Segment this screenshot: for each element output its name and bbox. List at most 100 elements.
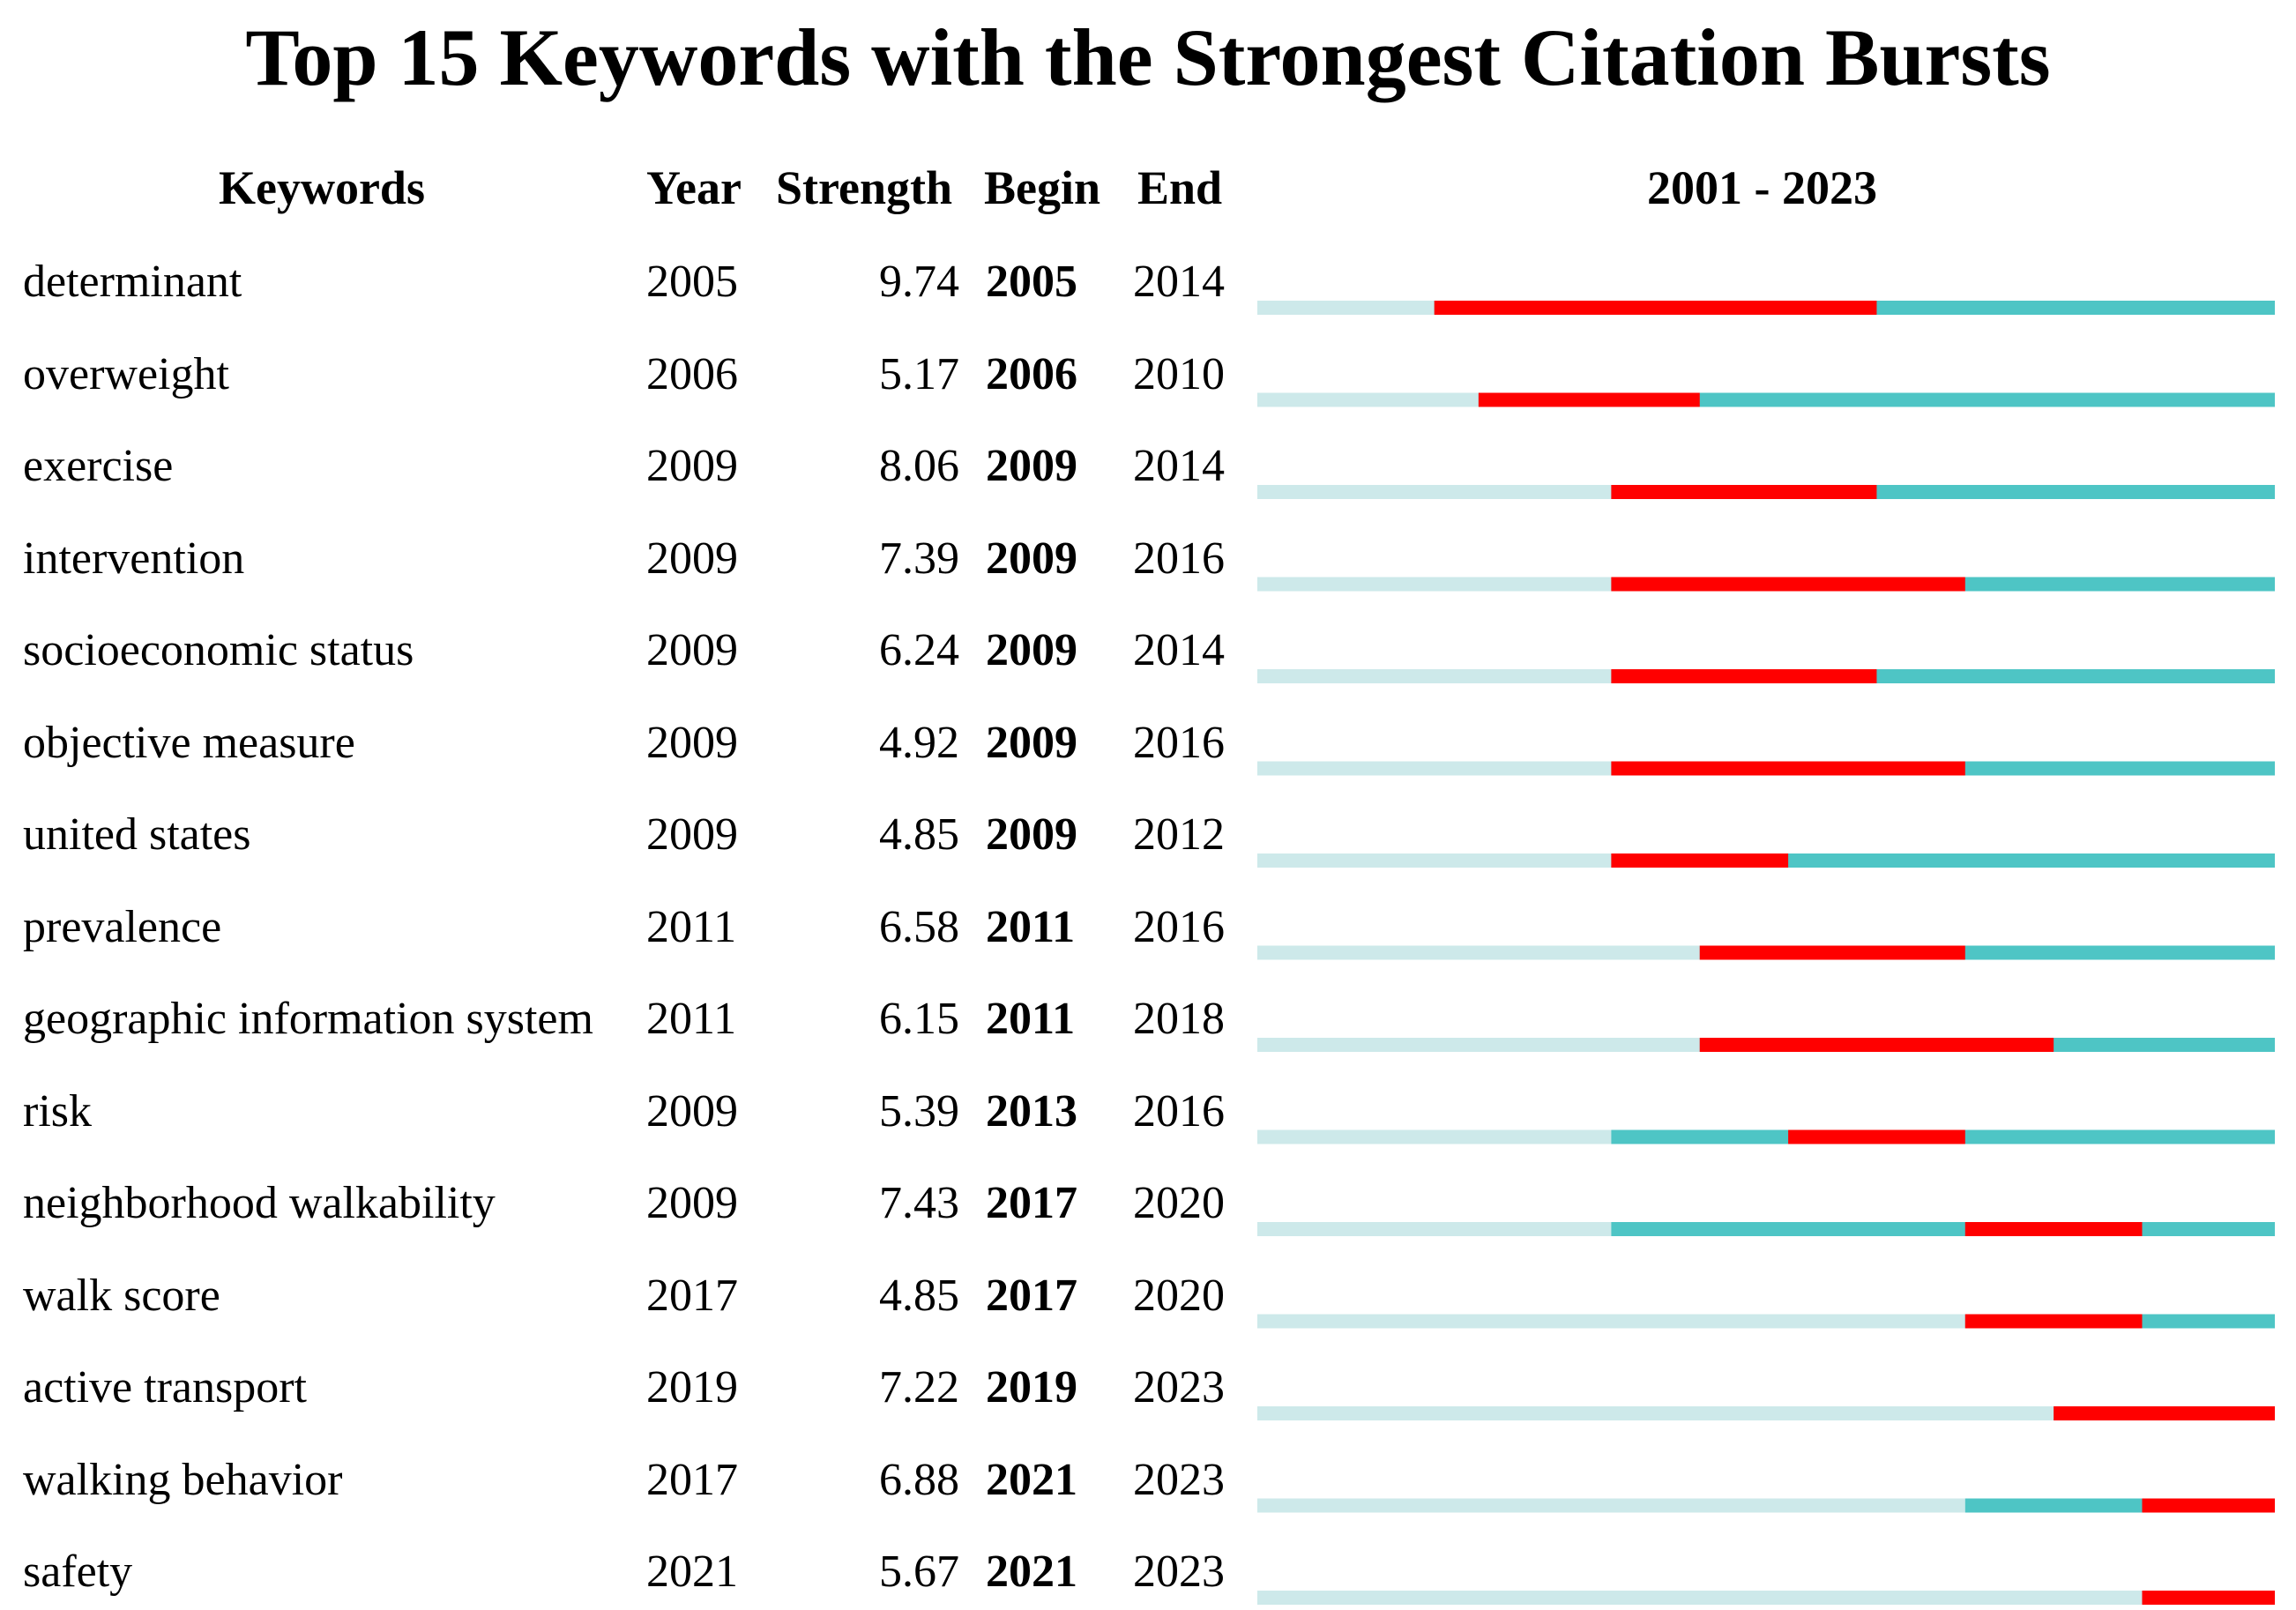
- begin-cell: 2021: [986, 1454, 1077, 1505]
- timeline-burst-segment: [1964, 1222, 2143, 1236]
- timeline-inactive-segment: [1257, 392, 1479, 407]
- year-cell: 2009: [646, 1178, 738, 1228]
- timeline-burst-segment: [1611, 853, 1789, 868]
- year-cell: 2009: [646, 625, 738, 675]
- timeline-burst-segment: [2054, 1406, 2275, 1420]
- timeline-inactive-segment: [1257, 301, 1435, 315]
- year-cell: 2017: [646, 1270, 738, 1321]
- strength-cell: 7.39: [879, 533, 959, 584]
- strength-cell: 5.39: [879, 1085, 959, 1137]
- timeline-active-segment: [1611, 1222, 2275, 1236]
- strength-cell: 4.92: [879, 717, 959, 768]
- begin-cell: 2011: [986, 994, 1076, 1044]
- timeline-burst-segment: [1478, 392, 1700, 407]
- timeline-inactive-segment: [1257, 1038, 1700, 1052]
- header-strength: Strength: [776, 161, 953, 214]
- timeline-inactive-segment: [1257, 1314, 1965, 1329]
- timeline-inactive-segment: [1257, 945, 1700, 960]
- end-cell: 2023: [1133, 1454, 1225, 1505]
- keyword-cell: overweight: [23, 348, 229, 399]
- begin-cell: 2017: [986, 1178, 1077, 1228]
- end-cell: 2014: [1133, 257, 1225, 307]
- strength-cell: 5.67: [879, 1547, 959, 1597]
- begin-cell: 2006: [986, 348, 1077, 399]
- year-cell: 2017: [646, 1454, 738, 1505]
- year-cell: 2009: [646, 441, 738, 491]
- timeline-inactive-segment: [1257, 853, 1612, 868]
- timeline-inactive-segment: [1257, 1498, 1965, 1513]
- year-cell: 2011: [646, 994, 737, 1044]
- begin-cell: 2011: [986, 901, 1076, 952]
- timeline-inactive-segment: [1257, 1129, 1612, 1144]
- strength-cell: 7.22: [879, 1362, 959, 1412]
- strength-cell: 6.24: [879, 625, 959, 675]
- end-cell: 2016: [1133, 717, 1225, 768]
- keyword-cell: walk score: [23, 1270, 220, 1321]
- chart-title: Top 15 Keywords with the Strongest Citat…: [245, 12, 2051, 102]
- keyword-cell: determinant: [23, 257, 242, 307]
- end-cell: 2010: [1133, 348, 1225, 399]
- keyword-cell: exercise: [23, 441, 174, 491]
- keyword-cell: safety: [23, 1547, 133, 1597]
- timeline-inactive-segment: [1257, 1222, 1612, 1236]
- timeline-burst-segment: [1699, 1038, 2054, 1052]
- strength-cell: 4.85: [879, 1270, 959, 1321]
- year-cell: 2019: [646, 1362, 738, 1412]
- end-cell: 2020: [1133, 1270, 1225, 1321]
- timeline-burst-segment: [1788, 1129, 1965, 1144]
- begin-cell: 2009: [986, 809, 1077, 860]
- keyword-cell: intervention: [23, 533, 245, 584]
- begin-cell: 2021: [986, 1547, 1077, 1597]
- begin-cell: 2009: [986, 533, 1077, 584]
- begin-cell: 2009: [986, 717, 1077, 768]
- end-cell: 2016: [1133, 1085, 1225, 1137]
- end-cell: 2023: [1133, 1547, 1225, 1597]
- timeline-inactive-segment: [1257, 761, 1612, 776]
- keyword-cell: socioeconomic status: [23, 625, 414, 675]
- strength-cell: 6.15: [879, 994, 959, 1044]
- timeline-inactive-segment: [1257, 669, 1612, 683]
- end-cell: 2012: [1133, 809, 1225, 860]
- begin-cell: 2009: [986, 625, 1077, 675]
- keyword-cell: risk: [23, 1085, 92, 1137]
- timeline-burst-segment: [1964, 1314, 2143, 1329]
- timeline-burst-segment: [1611, 485, 1877, 499]
- begin-cell: 2013: [986, 1085, 1077, 1137]
- end-cell: 2016: [1133, 901, 1225, 952]
- keyword-cell: geographic information system: [23, 994, 593, 1044]
- timeline-inactive-segment: [1257, 577, 1612, 592]
- strength-cell: 4.85: [879, 809, 959, 860]
- timeline-burst-segment: [1611, 761, 1965, 776]
- strength-cell: 8.06: [879, 441, 959, 491]
- timeline-burst-segment: [2142, 1591, 2275, 1605]
- year-cell: 2011: [646, 901, 737, 952]
- strength-cell: 5.17: [879, 348, 959, 399]
- timeline-burst-segment: [2142, 1498, 2275, 1513]
- begin-cell: 2019: [986, 1362, 1077, 1412]
- keyword-cell: neighborhood walkability: [23, 1178, 496, 1228]
- header-keywords: Keywords: [219, 161, 425, 214]
- timeline-inactive-segment: [1257, 485, 1612, 499]
- end-cell: 2014: [1133, 441, 1225, 491]
- strength-cell: 9.74: [879, 257, 959, 307]
- timeline-burst-segment: [1699, 945, 1965, 960]
- year-cell: 2009: [646, 717, 738, 768]
- end-cell: 2020: [1133, 1178, 1225, 1228]
- timeline-inactive-segment: [1257, 1591, 2143, 1605]
- keyword-cell: objective measure: [23, 717, 355, 768]
- year-cell: 2021: [646, 1547, 738, 1597]
- year-cell: 2009: [646, 1085, 738, 1137]
- timeline-burst-segment: [1611, 577, 1965, 592]
- timeline-burst-segment: [1434, 301, 1877, 315]
- header-year-range: 2001 - 2023: [1647, 161, 1877, 214]
- strength-cell: 7.43: [879, 1178, 959, 1228]
- timeline-burst-segment: [1611, 669, 1877, 683]
- keyword-cell: walking behavior: [23, 1454, 343, 1505]
- strength-cell: 6.88: [879, 1454, 959, 1505]
- header-year: Year: [646, 161, 742, 214]
- end-cell: 2018: [1133, 994, 1225, 1044]
- year-cell: 2006: [646, 348, 738, 399]
- keyword-cell: united states: [23, 809, 251, 860]
